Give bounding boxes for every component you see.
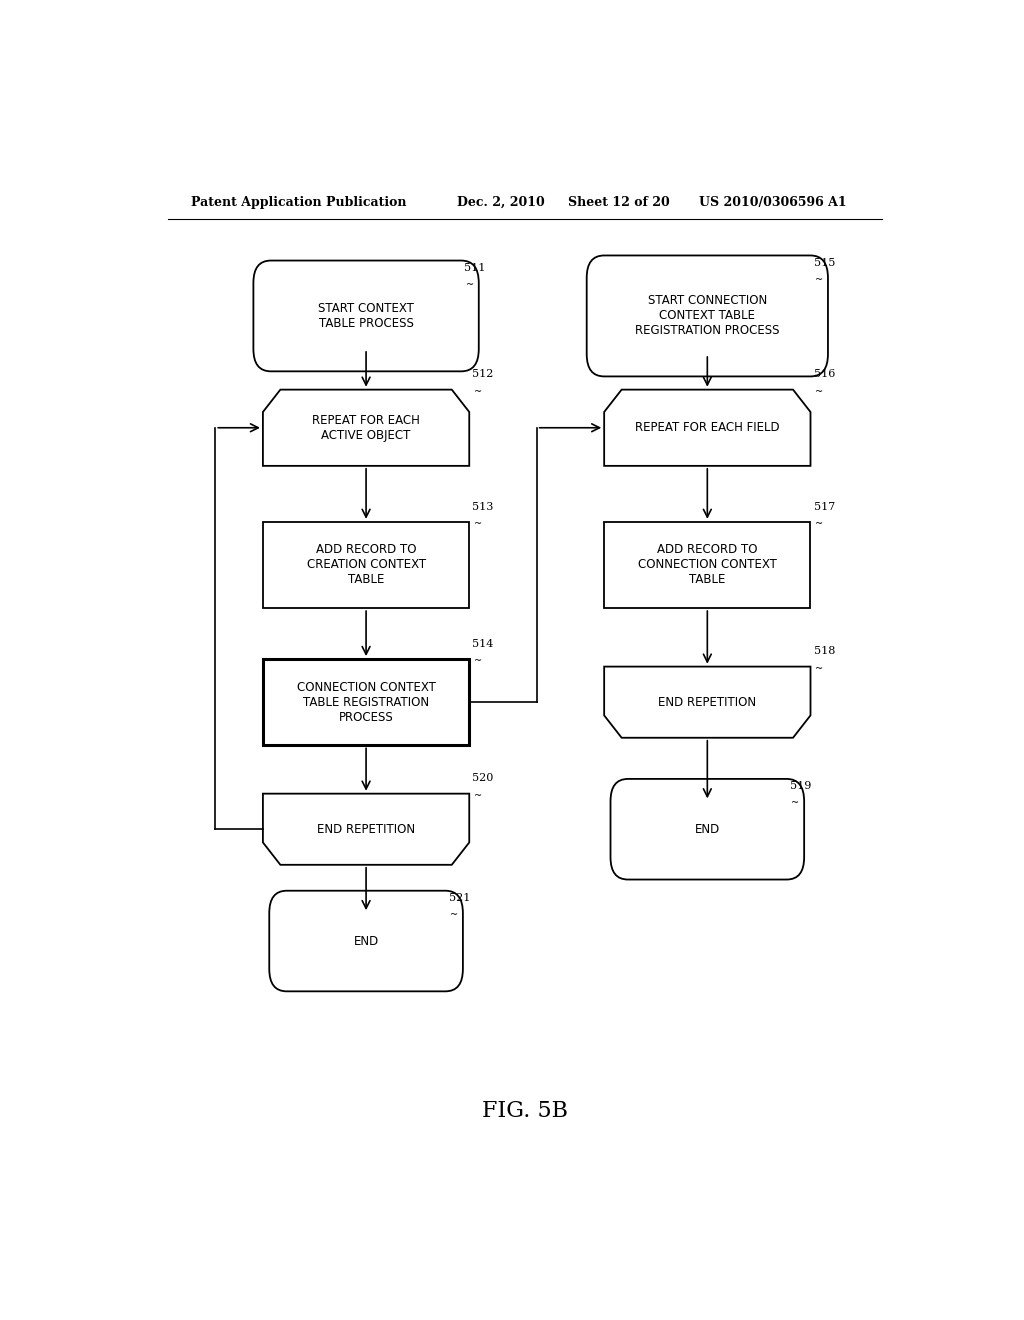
Text: END: END	[353, 935, 379, 948]
Text: ~: ~	[451, 909, 459, 920]
Text: ~: ~	[474, 791, 482, 801]
Text: END: END	[694, 822, 720, 836]
Text: ~: ~	[815, 664, 823, 673]
Text: 516: 516	[814, 370, 835, 379]
Text: ~: ~	[815, 275, 823, 285]
Text: START CONNECTION
CONTEXT TABLE
REGISTRATION PROCESS: START CONNECTION CONTEXT TABLE REGISTRAT…	[635, 294, 779, 338]
Bar	[263, 659, 469, 746]
Text: 521: 521	[449, 892, 470, 903]
Text: 514: 514	[472, 639, 494, 649]
Text: 519: 519	[790, 781, 811, 791]
Text: REPEAT FOR EACH
ACTIVE OBJECT: REPEAT FOR EACH ACTIVE OBJECT	[312, 413, 420, 442]
Text: 517: 517	[814, 502, 835, 512]
Text: ADD RECORD TO
CONNECTION CONTEXT
TABLE: ADD RECORD TO CONNECTION CONTEXT TABLE	[638, 544, 777, 586]
Text: ~: ~	[474, 387, 482, 396]
Text: 515: 515	[814, 257, 835, 268]
Text: ~: ~	[815, 387, 823, 396]
Polygon shape	[263, 389, 469, 466]
Text: ~: ~	[815, 519, 823, 529]
Text: Sheet 12 of 20: Sheet 12 of 20	[568, 195, 670, 209]
Text: ~: ~	[474, 656, 482, 665]
Text: END REPETITION: END REPETITION	[317, 822, 415, 836]
Text: 512: 512	[472, 370, 494, 379]
Bar	[604, 521, 811, 609]
Bar	[263, 521, 469, 609]
Text: ~: ~	[466, 280, 474, 290]
Text: 513: 513	[472, 502, 494, 512]
Polygon shape	[604, 667, 811, 738]
Text: ADD RECORD TO
CREATION CONTEXT
TABLE: ADD RECORD TO CREATION CONTEXT TABLE	[306, 544, 426, 586]
Text: REPEAT FOR EACH FIELD: REPEAT FOR EACH FIELD	[635, 421, 779, 434]
Text: 518: 518	[814, 647, 835, 656]
Text: US 2010/0306596 A1: US 2010/0306596 A1	[699, 195, 847, 209]
FancyBboxPatch shape	[610, 779, 804, 879]
Polygon shape	[263, 793, 469, 865]
Text: Dec. 2, 2010: Dec. 2, 2010	[458, 195, 545, 209]
Text: END REPETITION: END REPETITION	[658, 696, 757, 709]
Polygon shape	[604, 389, 811, 466]
Text: 511: 511	[465, 263, 485, 273]
FancyBboxPatch shape	[253, 260, 479, 371]
Text: Patent Application Publication: Patent Application Publication	[191, 195, 407, 209]
Text: ~: ~	[792, 799, 800, 808]
FancyBboxPatch shape	[587, 256, 828, 376]
Text: CONNECTION CONTEXT
TABLE REGISTRATION
PROCESS: CONNECTION CONTEXT TABLE REGISTRATION PR…	[297, 681, 435, 723]
FancyBboxPatch shape	[269, 891, 463, 991]
Text: ~: ~	[474, 519, 482, 529]
Text: FIG. 5B: FIG. 5B	[482, 1100, 567, 1122]
Text: START CONTEXT
TABLE PROCESS: START CONTEXT TABLE PROCESS	[318, 302, 414, 330]
Text: 520: 520	[472, 774, 494, 784]
